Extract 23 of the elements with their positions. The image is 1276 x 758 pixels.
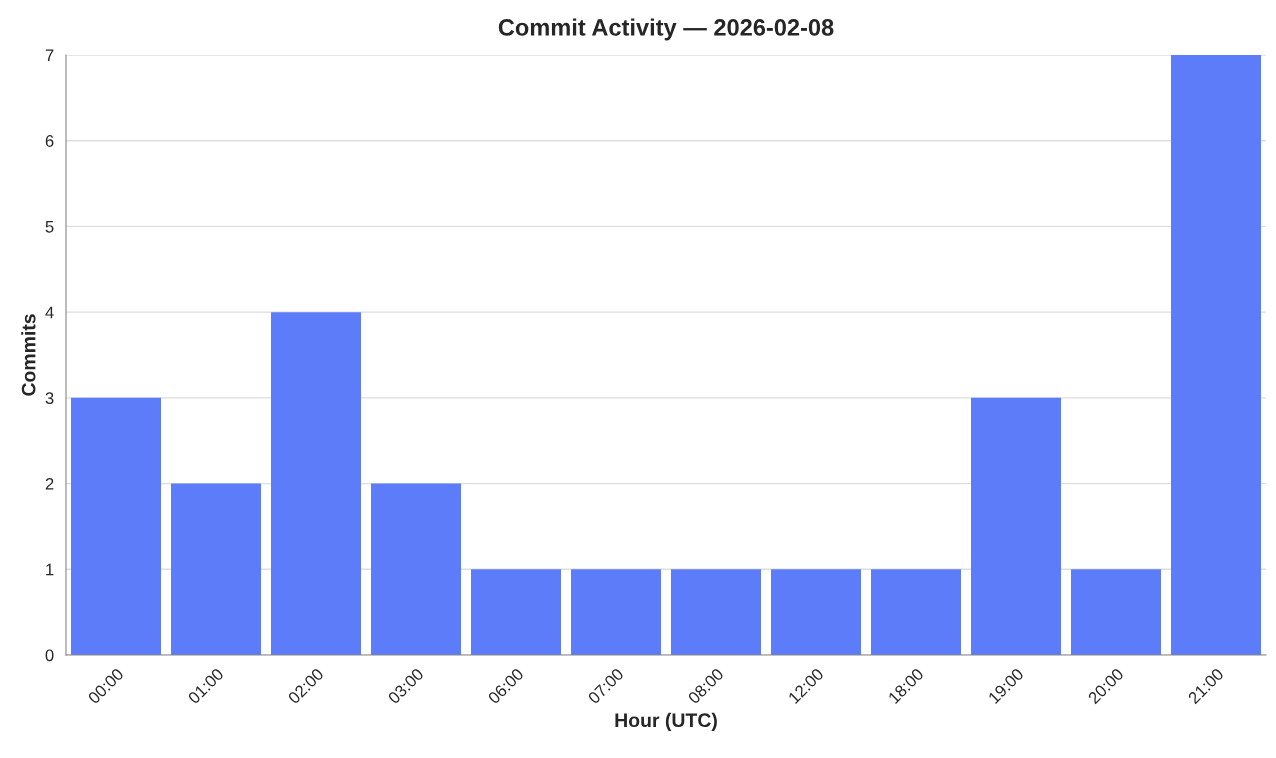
bar <box>571 569 661 655</box>
bar <box>971 397 1061 655</box>
bar <box>771 569 861 655</box>
bar <box>371 483 461 655</box>
bar <box>271 312 361 655</box>
bar <box>171 483 261 655</box>
y-tick-label: 0 <box>45 649 54 662</box>
y-axis-title: Commits <box>21 314 36 396</box>
x-axis-title: Hour (UTC) <box>615 712 717 731</box>
bar <box>871 569 961 655</box>
bar <box>471 569 561 655</box>
bar <box>1171 55 1261 655</box>
y-tick-label: 4 <box>45 306 54 319</box>
bar <box>1071 569 1161 655</box>
y-tick-label: 1 <box>46 563 54 576</box>
bar <box>71 397 161 655</box>
y-tick-label: 5 <box>45 221 54 233</box>
y-tick-label: 2 <box>45 477 54 490</box>
y-tick-label: 7 <box>45 49 54 62</box>
y-tick-label: 3 <box>45 392 54 405</box>
y-tick-label: 6 <box>45 135 54 147</box>
bar <box>671 569 761 655</box>
chart-title: Commit Activity — 2026-02-08 <box>498 18 834 41</box>
